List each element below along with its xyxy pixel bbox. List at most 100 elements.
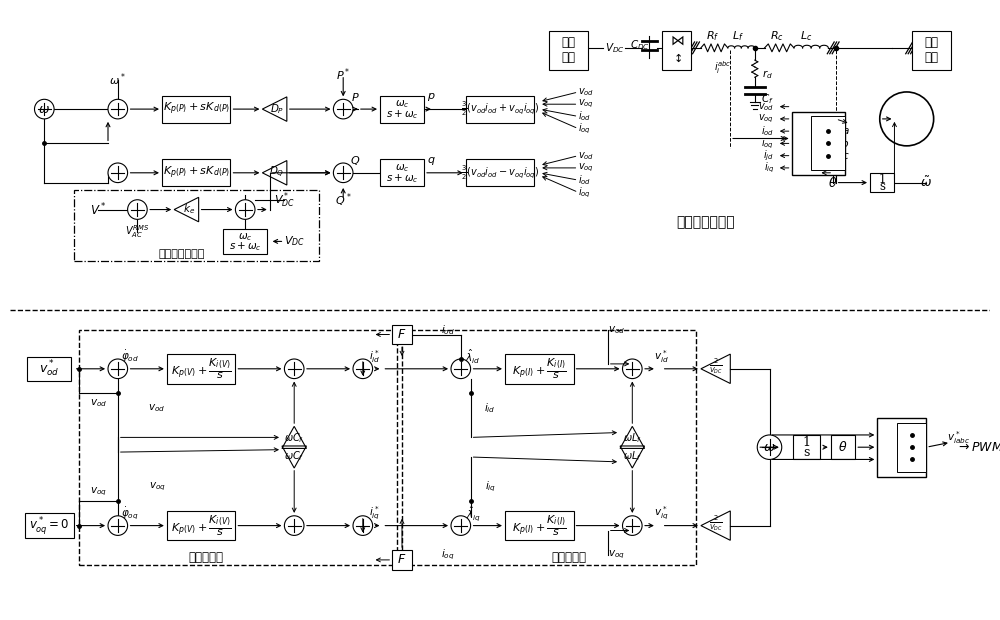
Text: $V_{DC}^*$: $V_{DC}^*$ [274, 190, 295, 210]
Text: $v_{od}^*$: $v_{od}^*$ [39, 358, 59, 379]
Text: $\updownarrow$: $\updownarrow$ [671, 51, 682, 64]
Text: $i_{iq}^*$: $i_{iq}^*$ [369, 505, 381, 522]
Text: $R_f$: $R_f$ [706, 29, 720, 43]
FancyBboxPatch shape [167, 354, 235, 384]
Text: $d$: $d$ [802, 125, 811, 137]
Text: $\omega_c$: $\omega_c$ [395, 99, 409, 110]
Text: $\frac{3}{2}(v_{od}i_{od}+v_{oq}i_{oq})$: $\frac{3}{2}(v_{od}i_{od}+v_{oq}i_{oq})$ [461, 100, 539, 118]
Text: $v_{od}$: $v_{od}$ [608, 324, 625, 335]
Text: $R_c$: $R_c$ [770, 29, 784, 43]
FancyBboxPatch shape [811, 117, 845, 170]
Text: $i_{od}$: $i_{od}$ [441, 322, 455, 337]
Text: $\dot{\varphi}_{od}$: $\dot{\varphi}_{od}$ [121, 349, 139, 364]
FancyBboxPatch shape [380, 159, 424, 186]
Text: 基于功率的下垂: 基于功率的下垂 [676, 215, 735, 229]
Text: $K_{p(V)}+\dfrac{K_{i(V)}}{s}$: $K_{p(V)}+\dfrac{K_{i(V)}}{s}$ [171, 356, 231, 381]
Text: $v_{od}$: $v_{od}$ [90, 397, 107, 409]
Text: $d$: $d$ [885, 429, 894, 441]
Text: $b$: $b$ [920, 441, 928, 453]
Text: $a$: $a$ [842, 126, 849, 136]
Text: $i_{iq}$: $i_{iq}$ [485, 479, 496, 494]
FancyBboxPatch shape [662, 31, 691, 70]
FancyBboxPatch shape [549, 31, 588, 70]
Text: $\frac{2}{V_{DC}}$: $\frac{2}{V_{DC}}$ [709, 513, 723, 533]
Text: $s+\omega_c$: $s+\omega_c$ [386, 172, 418, 185]
Text: $q$: $q$ [885, 441, 894, 453]
Text: $a$: $a$ [920, 430, 928, 440]
Text: $v_{iq}^*$: $v_{iq}^*$ [654, 505, 669, 522]
Text: $PLL$: $PLL$ [894, 112, 919, 126]
Text: $\omega L_f$: $\omega L_f$ [623, 432, 642, 445]
Text: $i_{oq}$: $i_{oq}$ [761, 136, 774, 151]
Text: $\omega^*$: $\omega^*$ [109, 71, 126, 88]
FancyBboxPatch shape [167, 511, 235, 540]
Text: $i_{id}^*$: $i_{id}^*$ [369, 348, 381, 365]
Circle shape [451, 359, 471, 379]
FancyBboxPatch shape [466, 159, 534, 186]
Text: $\bowtie$: $\bowtie$ [668, 33, 685, 48]
Text: $V_{DC}$: $V_{DC}$ [605, 41, 625, 55]
FancyBboxPatch shape [505, 511, 574, 540]
Circle shape [757, 435, 782, 459]
Text: $L_c$: $L_c$ [800, 29, 812, 43]
Text: $\hat{\lambda}_{id}$: $\hat{\lambda}_{id}$ [465, 347, 481, 366]
Text: 基于电压的下垂: 基于电压的下垂 [158, 249, 205, 259]
FancyBboxPatch shape [162, 159, 230, 186]
Text: $\frac{3}{2}(v_{od}i_{od}-v_{oq}i_{oq})$: $\frac{3}{2}(v_{od}i_{od}-v_{oq}i_{oq})$ [461, 164, 539, 182]
Text: $K_{p(I)}+\dfrac{K_{i(I)}}{s}$: $K_{p(I)}+\dfrac{K_{i(I)}}{s}$ [512, 356, 567, 381]
Text: $K_{p(P)}+sK_{d(P)}$: $K_{p(P)}+sK_{d(P)}$ [163, 164, 230, 181]
Text: $q$: $q$ [802, 138, 810, 149]
FancyBboxPatch shape [877, 418, 926, 477]
Text: $F$: $F$ [397, 328, 407, 341]
Text: $V_{AC}^{RMS}$: $V_{AC}^{RMS}$ [125, 223, 149, 240]
FancyBboxPatch shape [25, 513, 74, 538]
Text: $k_e$: $k_e$ [183, 203, 195, 216]
Text: $D_Q$: $D_Q$ [269, 166, 285, 180]
Text: $i_{od}$: $i_{od}$ [761, 124, 774, 138]
Text: $i_i^{abc}$: $i_i^{abc}$ [714, 59, 732, 76]
Text: $Q$: $Q$ [350, 154, 361, 167]
Circle shape [353, 359, 373, 379]
Text: $\omega_c$: $\omega_c$ [395, 162, 409, 174]
Circle shape [880, 92, 934, 146]
Circle shape [284, 359, 304, 379]
Text: $V^*$: $V^*$ [90, 202, 106, 218]
Text: $\omega$: $\omega$ [763, 441, 776, 454]
Text: $\dot{\varphi}_{oq}$: $\dot{\varphi}_{oq}$ [121, 505, 139, 521]
Circle shape [108, 359, 128, 379]
FancyBboxPatch shape [380, 95, 424, 123]
Text: 1: 1 [802, 436, 810, 450]
Text: $v_{od}$: $v_{od}$ [148, 402, 166, 414]
FancyBboxPatch shape [870, 173, 894, 192]
Text: $L_f$: $L_f$ [732, 29, 744, 43]
Circle shape [333, 99, 353, 119]
Circle shape [623, 359, 642, 379]
Text: $v_{oq}$: $v_{oq}$ [578, 98, 594, 110]
Text: $i_{od}$: $i_{od}$ [578, 173, 592, 187]
Text: $v_{oq}^*=0$: $v_{oq}^*=0$ [29, 515, 70, 536]
FancyBboxPatch shape [392, 550, 412, 570]
Circle shape [108, 163, 128, 183]
Text: 1: 1 [879, 172, 886, 185]
Circle shape [128, 200, 147, 219]
Text: 电压控制器: 电压控制器 [188, 551, 223, 564]
Text: $\omega C_f$: $\omega C_f$ [284, 449, 304, 463]
Circle shape [623, 516, 642, 536]
FancyBboxPatch shape [912, 31, 951, 70]
FancyBboxPatch shape [392, 325, 412, 344]
Text: $i_{id}$: $i_{id}$ [484, 401, 496, 415]
Text: 直流
母线: 直流 母线 [562, 37, 576, 64]
FancyBboxPatch shape [831, 435, 855, 459]
Circle shape [108, 516, 128, 536]
Circle shape [108, 99, 128, 119]
Text: $c$: $c$ [920, 454, 928, 464]
FancyBboxPatch shape [223, 229, 267, 254]
Text: $D_P$: $D_P$ [270, 102, 284, 116]
Text: $F$: $F$ [397, 554, 407, 567]
Text: $P^*$: $P^*$ [336, 66, 351, 83]
Text: 交流
母线: 交流 母线 [924, 37, 938, 64]
Text: $r_d$: $r_d$ [762, 68, 773, 81]
Text: $v_{od}$: $v_{od}$ [578, 86, 595, 98]
FancyBboxPatch shape [505, 354, 574, 384]
Text: $v_{oq}$: $v_{oq}$ [608, 549, 625, 561]
